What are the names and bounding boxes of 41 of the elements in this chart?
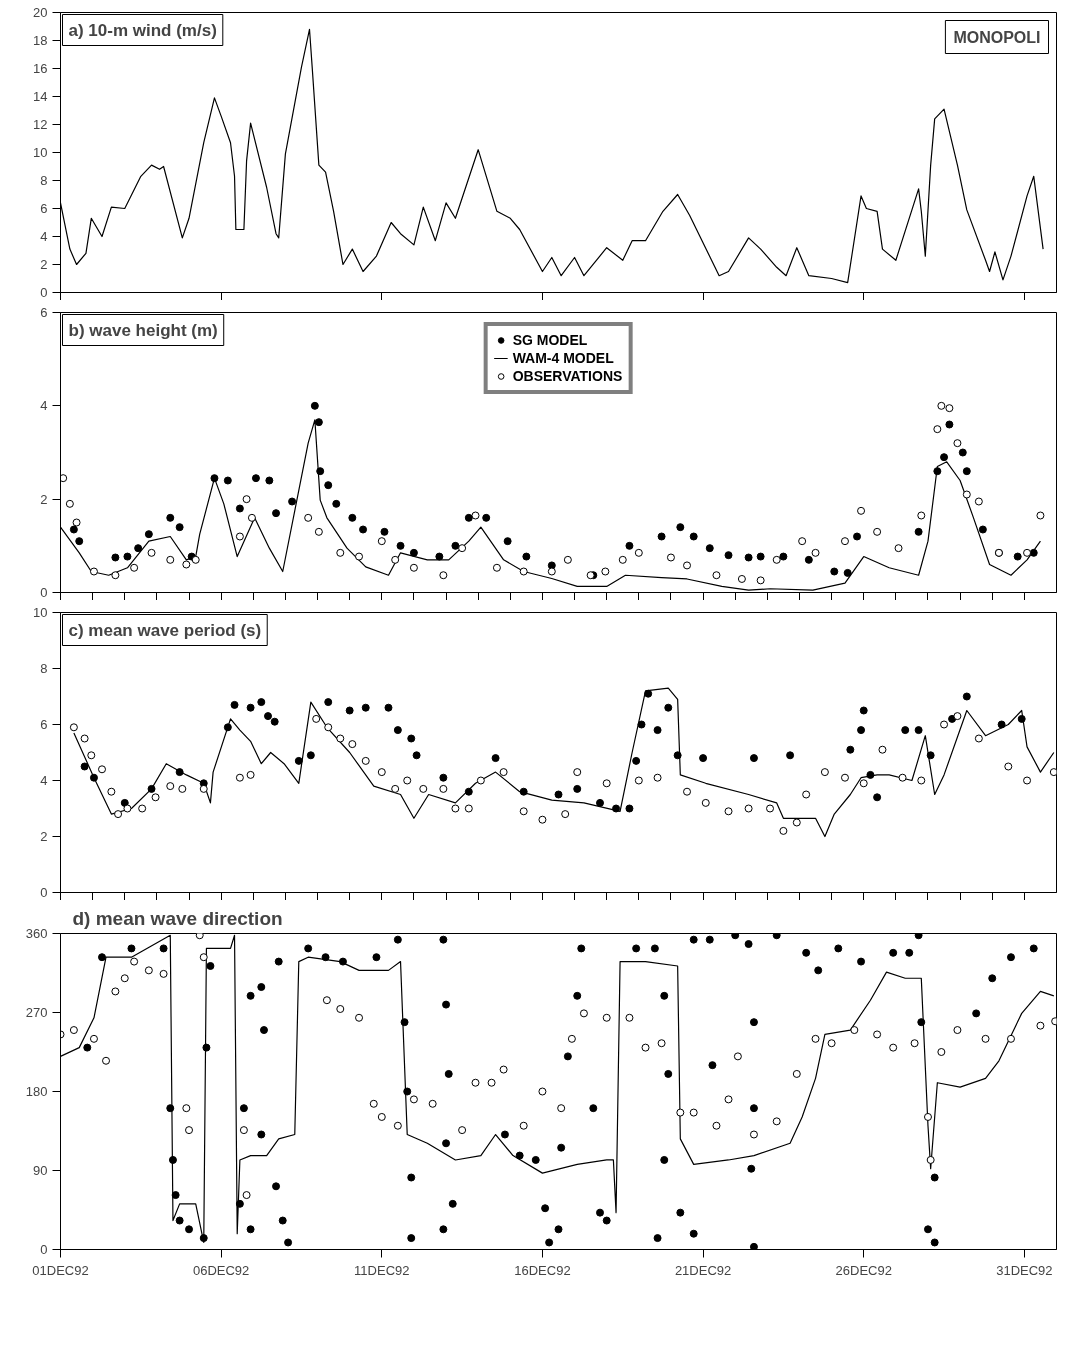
text: c) mean wave period (s) bbox=[68, 620, 262, 640]
x-tick-label: 16DEC92 bbox=[514, 1262, 571, 1278]
x-tick-label: 26DEC92 bbox=[835, 1262, 892, 1278]
y-tick-label: 180 bbox=[25, 1084, 48, 1099]
y-tick-label: 0 bbox=[40, 1242, 48, 1257]
y-tick-label: 4 bbox=[40, 773, 48, 788]
y-tick-label: 2 bbox=[40, 491, 48, 507]
chart-title: d) mean wave direction bbox=[72, 907, 283, 929]
y-tick-label: 0 bbox=[40, 285, 48, 300]
y-tick-label: 16 bbox=[33, 61, 48, 76]
text: a) 10-m wind (m/s) bbox=[68, 20, 217, 40]
annotation: MONOPOLI bbox=[953, 28, 1041, 46]
y-tick-label: 8 bbox=[40, 661, 48, 676]
text: b) wave height (m) bbox=[68, 320, 218, 340]
y-tick-label: 6 bbox=[40, 305, 48, 320]
y-tick-label: 270 bbox=[25, 1005, 48, 1020]
y-tick-label: 12 bbox=[33, 117, 48, 132]
x-tick-label: 11DEC92 bbox=[354, 1262, 410, 1278]
y-tick-label: 6 bbox=[40, 717, 48, 732]
y-tick-label: 18 bbox=[33, 33, 48, 48]
y-tick-label: 360 bbox=[25, 926, 48, 941]
y-tick-label: 4 bbox=[40, 229, 48, 244]
y-tick-label: 90 bbox=[33, 1163, 48, 1178]
legend-label: SG MODEL bbox=[512, 332, 588, 348]
x-tick-label: 21DEC92 bbox=[674, 1262, 732, 1278]
legend-label: WAM-4 MODEL bbox=[512, 350, 614, 366]
y-tick-label: 0 bbox=[40, 885, 48, 900]
y-tick-label: 0 bbox=[40, 585, 48, 600]
y-tick-label: 20 bbox=[33, 5, 48, 20]
y-tick-label: 14 bbox=[33, 89, 48, 104]
y-tick-label: 10 bbox=[33, 145, 48, 160]
legend-label: OBSERVATIONS bbox=[512, 368, 623, 384]
y-tick-label: 8 bbox=[40, 173, 48, 188]
y-tick-label: 10 bbox=[33, 605, 48, 620]
y-tick-label: 6 bbox=[40, 201, 48, 216]
y-tick-label: 2 bbox=[40, 257, 48, 272]
x-tick-label: 31DEC92 bbox=[996, 1262, 1053, 1278]
y-tick-label: 4 bbox=[40, 398, 48, 414]
x-tick-label: 01DEC92 bbox=[32, 1262, 89, 1278]
x-tick-label: 06DEC92 bbox=[192, 1262, 250, 1278]
y-tick-label: 2 bbox=[40, 829, 48, 844]
